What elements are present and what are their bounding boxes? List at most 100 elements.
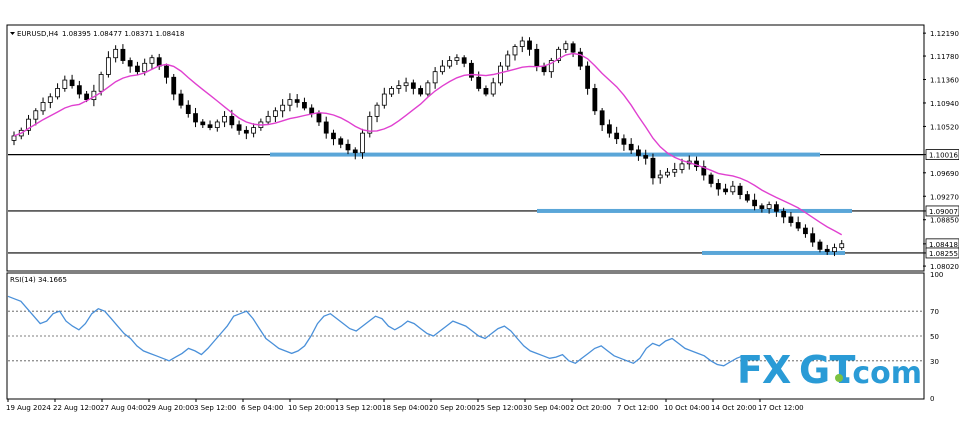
candle-body xyxy=(439,65,445,73)
candle-body xyxy=(338,138,344,145)
candle-body xyxy=(55,88,60,98)
rsi-tick-label: 50 xyxy=(930,333,939,341)
candle-body xyxy=(178,93,184,106)
candle-body xyxy=(251,127,257,134)
candle-body xyxy=(708,174,714,184)
candle-body xyxy=(120,48,126,61)
candle-body xyxy=(69,79,75,87)
price-tick-label: 1.10520 xyxy=(930,123,959,131)
candle-body xyxy=(527,40,532,50)
candle-body xyxy=(534,48,540,67)
candle-body xyxy=(396,85,402,89)
candle-body xyxy=(788,216,794,223)
time-tick-label: 19 Aug 2024 xyxy=(6,404,51,412)
rsi-tick-label: 30 xyxy=(930,358,939,366)
candle-body xyxy=(839,243,845,249)
candle-body xyxy=(737,185,743,195)
ohlc-label: 1.08395 1.08477 1.08371 1.08418 xyxy=(62,30,184,38)
price-tick-label: 1.08020 xyxy=(930,263,959,271)
candle-body xyxy=(207,124,213,128)
time-tick-label: 27 Aug 04:00 xyxy=(100,404,147,412)
candle-body xyxy=(672,169,678,173)
axis-layer: 1.12190 1.11780 1.11360 1.10940 1.10520 1.100… xyxy=(6,30,959,412)
candle-body xyxy=(599,110,605,126)
candle-body xyxy=(570,43,576,53)
candle-body xyxy=(563,43,569,50)
candle-body xyxy=(374,104,380,117)
candle-body xyxy=(127,60,133,67)
candle-body xyxy=(164,65,169,78)
price-tick-label: 1.11780 xyxy=(930,53,959,61)
support-zone-0 xyxy=(270,152,820,157)
candle-body xyxy=(701,166,707,176)
candle-body xyxy=(11,135,17,141)
time-tick-label: 17 Oct 12:00 xyxy=(758,404,804,412)
candle-body xyxy=(628,143,634,151)
candle-body xyxy=(498,65,503,84)
time-tick-label: 29 Aug 20:00 xyxy=(147,404,194,412)
candle-body xyxy=(476,76,482,89)
candle-body xyxy=(389,88,394,95)
candle-body xyxy=(461,57,467,64)
candle-body xyxy=(519,40,525,47)
price-label-box xyxy=(925,247,959,259)
candle-body xyxy=(744,194,750,201)
time-tick-label: 7 Oct 12:00 xyxy=(617,404,658,412)
price-label-text: 1.08255 xyxy=(929,250,958,258)
candle-body xyxy=(76,85,82,95)
candle-body xyxy=(730,185,736,193)
time-tick-label: 6 Sep 04:00 xyxy=(241,404,283,412)
rsi-tick-label: 70 xyxy=(930,308,939,316)
candle-body xyxy=(360,132,365,154)
time-tick-label: 30 Sep 04:00 xyxy=(523,404,570,412)
candle-body xyxy=(222,115,227,123)
price-label-box xyxy=(925,149,959,160)
candle-body xyxy=(323,121,329,134)
moving-average-line xyxy=(13,52,843,236)
candle-body xyxy=(272,110,278,117)
candle-body xyxy=(657,174,663,179)
rsi-label: RSI(14) 34.1665 xyxy=(10,276,67,284)
candle-body xyxy=(447,60,453,67)
rsi-tick-label: 0 xyxy=(930,395,934,403)
candle-body xyxy=(345,143,351,151)
candle-body xyxy=(556,48,561,61)
candle-body xyxy=(410,82,416,89)
candle-body xyxy=(585,65,591,89)
candle-body xyxy=(113,48,119,59)
candle-body xyxy=(171,76,177,95)
candle-body xyxy=(614,132,620,140)
candle-body xyxy=(512,46,518,56)
candle-body xyxy=(483,88,489,95)
candle-body xyxy=(98,74,104,92)
candle-body xyxy=(302,102,307,109)
price-label-text: 1.08418 xyxy=(929,241,958,249)
price-panel-frame xyxy=(6,24,925,272)
candle-body xyxy=(62,79,68,89)
price-label-text: 1.10016 xyxy=(929,152,958,160)
candle-body xyxy=(142,62,148,73)
rsi-panel-frame xyxy=(6,272,925,400)
time-tick-label: 3 Sep 12:00 xyxy=(194,404,236,412)
candle-body xyxy=(149,57,155,64)
time-tick-label: 25 Sep 12:00 xyxy=(476,404,523,412)
candle-body xyxy=(795,222,801,229)
candle-body xyxy=(490,82,496,95)
candle-body xyxy=(403,82,409,87)
candle-body xyxy=(185,104,191,114)
candle-body xyxy=(803,227,808,235)
candle-body xyxy=(432,71,438,84)
time-tick-label: 13 Sep 12:00 xyxy=(335,404,382,412)
candle-body xyxy=(243,129,249,134)
time-tick-label: 22 Aug 12:00 xyxy=(53,404,100,412)
candle-body xyxy=(352,149,358,154)
candle-body xyxy=(287,99,293,106)
candle-body xyxy=(84,93,90,101)
candle-body xyxy=(309,107,315,114)
support-zone-2 xyxy=(702,250,845,255)
candle-body xyxy=(105,57,111,75)
chart-menu-triangle-icon[interactable] xyxy=(10,32,15,35)
candle-body xyxy=(636,149,641,156)
time-tick-label: 20 Sep 20:00 xyxy=(429,404,476,412)
